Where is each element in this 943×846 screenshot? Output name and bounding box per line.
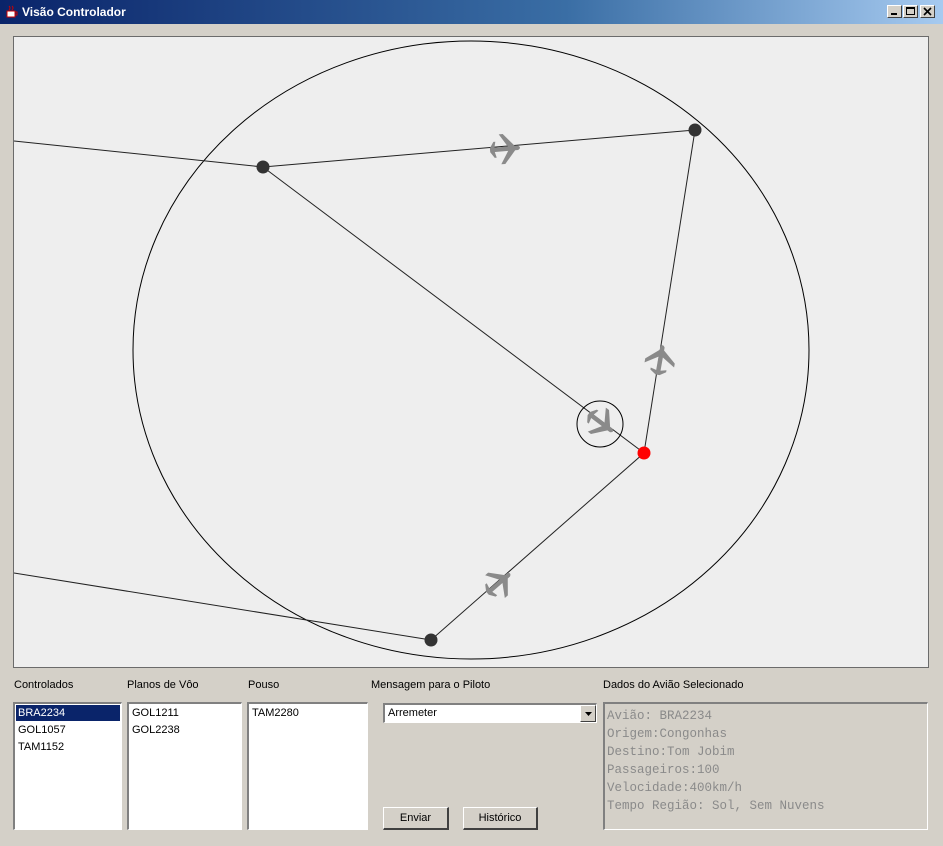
waypoint-marker[interactable] <box>688 123 702 137</box>
historico-button[interactable]: Histórico <box>463 807 538 830</box>
airplane-icon[interactable] <box>488 132 522 166</box>
list-item[interactable]: GOL1057 <box>18 724 66 736</box>
airplane-icon[interactable] <box>579 401 622 444</box>
route-lines <box>14 129 696 641</box>
radar-svg <box>14 40 810 660</box>
controlados-label: Controlados <box>14 679 74 691</box>
java-cup-icon <box>6 5 18 18</box>
dados-line: Avião: BRA2234 <box>607 709 713 723</box>
airplane-icon[interactable] <box>477 562 520 605</box>
planos-label: Planos de Vôo <box>127 679 199 691</box>
dados-textarea[interactable]: Avião: BRA2234 Origem:Congonhas Destino:… <box>603 702 928 830</box>
close-icon <box>923 7 932 16</box>
maximize-icon <box>906 7 915 15</box>
dados-line: Tempo Região: Sol, Sem Nuvens <box>607 799 825 813</box>
chevron-down-icon <box>585 712 592 716</box>
list-item[interactable]: GOL2238 <box>132 724 180 736</box>
controlados-list[interactable]: BRA2234 GOL1057 TAM1152 <box>13 702 122 830</box>
maximize-button[interactable] <box>903 5 918 18</box>
dropdown-button[interactable] <box>580 705 596 722</box>
minimize-icon <box>891 13 897 15</box>
dados-line: Passageiros:100 <box>607 763 720 777</box>
radar-range-circle <box>132 40 810 660</box>
airplane-icon[interactable] <box>642 342 678 378</box>
mensagem-label: Mensagem para o Piloto <box>371 679 491 691</box>
pouso-label: Pouso <box>248 679 280 691</box>
planos-list[interactable]: GOL1211 GOL2238 <box>127 702 242 830</box>
window-title: Visão Controlador <box>22 5 126 19</box>
pouso-list[interactable]: TAM2280 <box>247 702 368 830</box>
dados-line: Velocidade:400km/h <box>607 781 743 795</box>
minimize-button[interactable] <box>887 5 902 18</box>
list-item[interactable]: BRA2234 <box>16 705 120 721</box>
mensagem-select-value: Arremeter <box>388 707 437 719</box>
list-item[interactable]: TAM2280 <box>252 707 299 719</box>
list-item[interactable]: GOL1211 <box>132 707 179 719</box>
enviar-button[interactable]: Enviar <box>383 807 449 830</box>
selection-circle <box>576 400 624 448</box>
dados-line: Destino:Tom Jobim <box>607 745 735 759</box>
waypoint-marker[interactable] <box>424 633 438 647</box>
list-item[interactable]: TAM1152 <box>18 741 65 753</box>
dados-label: Dados do Avião Selecionado <box>603 679 744 691</box>
close-button[interactable] <box>920 5 935 18</box>
dados-line: Origem:Congonhas <box>607 727 728 741</box>
waypoint-marker[interactable] <box>256 160 270 174</box>
radar-canvas[interactable] <box>13 36 929 668</box>
mensagem-select[interactable]: Arremeter <box>383 703 597 723</box>
title-bar: Visão Controlador <box>0 0 943 24</box>
waypoint-marker-active[interactable] <box>637 446 651 460</box>
